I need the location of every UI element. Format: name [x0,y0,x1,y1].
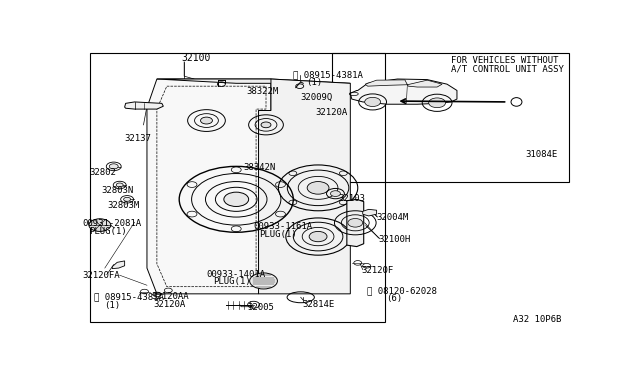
Polygon shape [347,199,364,247]
Polygon shape [112,261,125,269]
Circle shape [124,197,131,201]
Text: 00933-1161A: 00933-1161A [253,222,313,231]
Circle shape [116,183,123,187]
Circle shape [89,219,111,231]
Text: 32103: 32103 [338,194,365,203]
Text: FOR VEHICLES WITHOUT: FOR VEHICLES WITHOUT [451,56,559,65]
Circle shape [309,231,327,242]
Polygon shape [125,102,163,109]
Text: (6): (6) [387,294,403,303]
Text: 32120A: 32120A [154,300,186,309]
Polygon shape [259,79,350,294]
Text: 32802: 32802 [89,168,116,177]
Polygon shape [350,79,457,104]
Text: 32120F: 32120F [362,266,394,275]
Circle shape [365,97,381,106]
Circle shape [109,164,118,169]
Circle shape [250,273,277,289]
Polygon shape [157,79,350,83]
Text: Ⓑ 08120-62028: Ⓑ 08120-62028 [367,286,436,295]
Text: PLUG(1): PLUG(1) [89,227,127,236]
Text: (1): (1) [306,78,322,87]
Text: 32009Q: 32009Q [301,93,333,102]
Polygon shape [363,209,376,216]
Polygon shape [147,79,271,294]
Circle shape [348,218,363,227]
Circle shape [200,117,212,124]
Text: 32803M: 32803M [108,201,140,209]
Text: 31084E: 31084E [525,150,557,158]
Text: 32137: 32137 [125,134,152,143]
Text: 32004M: 32004M [376,214,409,222]
Text: 32120AA: 32120AA [151,292,189,301]
Text: 32005: 32005 [248,303,275,312]
Text: 32803N: 32803N [101,186,134,195]
Text: Ⓟ 08915-4381A: Ⓟ 08915-4381A [293,70,363,79]
Circle shape [261,122,271,128]
Text: A/T CONTROL UNIT ASSY: A/T CONTROL UNIT ASSY [451,64,564,73]
Text: (1): (1) [104,301,120,310]
Text: 32120A: 32120A [316,108,348,117]
Text: 00933-1401A: 00933-1401A [207,270,266,279]
Text: Ⓟ 08915-4381A: Ⓟ 08915-4381A [94,293,164,302]
Circle shape [429,98,445,108]
Text: 32100H: 32100H [379,235,411,244]
Text: 32120FA: 32120FA [83,271,120,280]
Text: 38342N: 38342N [244,163,276,172]
Polygon shape [408,80,442,87]
Text: A32 10P6B: A32 10P6B [513,315,561,324]
Circle shape [330,191,340,196]
Text: 00931-2081A: 00931-2081A [83,219,141,228]
Polygon shape [365,80,408,86]
Text: PLUG(1): PLUG(1) [260,230,297,239]
Circle shape [307,182,329,194]
Circle shape [224,192,249,206]
Text: 32814E: 32814E [302,300,335,309]
Text: 38322M: 38322M [246,87,278,96]
Text: PLUG(1): PLUG(1) [213,277,250,286]
Text: 32100: 32100 [182,52,211,62]
